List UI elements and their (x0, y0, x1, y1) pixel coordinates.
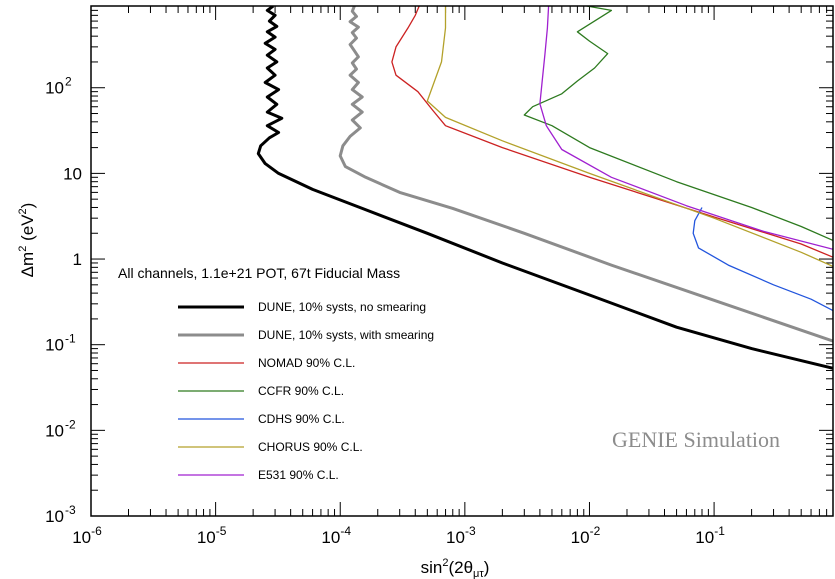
series-line-3 (523, 6, 833, 241)
legend-label: NOMAD 90% C.L. (258, 356, 355, 370)
legend-label: CCFR 90% C.L. (258, 384, 344, 398)
x-tick-label: 10-6 (72, 524, 102, 547)
legend: DUNE, 10% systs, no smearing DUNE, 10% sy… (178, 300, 434, 482)
y-tick-label: 10 (45, 507, 64, 526)
series-line-5 (426, 6, 833, 267)
plot-frame (90, 5, 834, 517)
x-tick-label: 10-4 (321, 524, 351, 547)
y-tick-label: 10 (45, 421, 64, 440)
series-line-6 (539, 6, 833, 250)
y-tick-exponent: -2 (65, 417, 76, 431)
y-tick-label: 10 (45, 79, 64, 98)
y-tick-exponent: 2 (65, 75, 72, 89)
y-tick-exponent: -1 (65, 332, 76, 346)
legend-label: CHORUS 90% C.L. (258, 440, 363, 454)
y-tick-label: 1 (73, 250, 82, 269)
curves (256, 6, 833, 370)
x-tick-label: 10-2 (571, 524, 601, 547)
series-line-4 (692, 207, 833, 312)
legend-label: CDHS 90% C.L. (258, 412, 345, 426)
y-tick-exponent: -3 (65, 503, 76, 517)
y-axis-title: Δm2 (eV2) (17, 203, 37, 278)
x-tick-label: 10-5 (197, 524, 227, 547)
series-line-1 (338, 6, 833, 343)
y-tick-label: 10 (45, 336, 64, 355)
chart-header: All channels, 1.1e+21 POT, 67t Fiducial … (118, 265, 400, 281)
x-axis-title: sin2(2θμτ) (421, 557, 490, 579)
x-tick-labels: 10-6 10-5 10-4 10-3 10-2 10-1 (72, 524, 725, 547)
legend-label: DUNE, 10% systs, no smearing (258, 300, 426, 314)
legend-label: E531 90% C.L. (258, 468, 339, 482)
x-tick-label: 10-1 (695, 524, 725, 547)
series-line-2 (391, 6, 833, 258)
genie-watermark: GENIE Simulation (612, 427, 780, 452)
series-line-0 (256, 6, 833, 370)
legend-label: DUNE, 10% systs, with smearing (258, 328, 434, 342)
y-tick-label: 10 (63, 164, 82, 183)
axis-ticks (90, 5, 834, 517)
x-tick-label: 10-3 (446, 524, 476, 547)
